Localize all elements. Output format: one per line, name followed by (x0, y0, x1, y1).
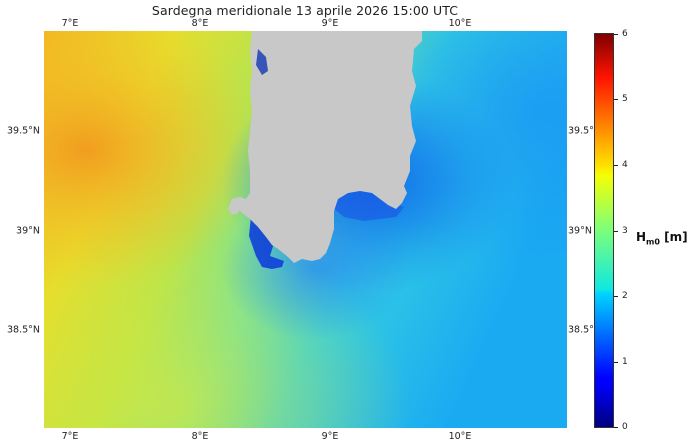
lat-tick-right-39: 39°N (568, 225, 592, 237)
map-title: Sardegna meridionale 13 aprile 2026 15:0… (151, 3, 459, 18)
colorbar-tick-2: 2 (622, 291, 628, 301)
colorbar-tick-1: 1 (622, 357, 628, 367)
lon-tick-top-10e: 10°E (448, 18, 472, 29)
lon-tick-bottom-8e: 8°E (191, 431, 209, 442)
colorbar-tick-4: 4 (622, 160, 628, 170)
colorbar-tick-mark (614, 99, 618, 100)
island-sw (228, 197, 242, 215)
lat-tick-left-39: 39°N (16, 225, 40, 237)
lon-tick-bottom-7e: 7°E (61, 431, 79, 442)
sardinia-land (234, 31, 422, 263)
bay-north (256, 49, 268, 75)
colorbar-tick-mark (614, 34, 618, 35)
colorbar-tick-mark (614, 231, 618, 232)
lon-tick-bottom-9e: 9°E (321, 431, 339, 442)
colorbar-label: Hm0 [m] (636, 230, 688, 246)
colorbar-gradient (595, 34, 613, 427)
wave-field-svg (44, 31, 567, 428)
colorbar-tick-mark (614, 296, 618, 297)
colorbar (594, 33, 614, 428)
colorbar-tick-mark (614, 362, 618, 363)
lon-tick-top-7e: 7°E (61, 18, 79, 29)
colorbar-label-sub: m0 (646, 237, 660, 247)
colorbar-label-main: H (636, 230, 647, 244)
lat-tick-left-38-5: 38.5°N (6, 324, 40, 336)
lon-tick-bottom-10e: 10°E (448, 431, 472, 442)
lon-tick-top-8e: 8°E (191, 18, 209, 29)
lat-tick-right-39-5: 39.5° (568, 125, 594, 137)
colorbar-label-unit: [m] (659, 230, 688, 244)
lat-tick-left-39-5: 39.5°N (6, 125, 40, 137)
colorbar-tick-5: 5 (622, 94, 628, 104)
colorbar-tick-mark (614, 427, 618, 428)
lat-tick-right-38-5: 38.5° (568, 324, 594, 336)
colorbar-tick-mark (614, 165, 618, 166)
colorbar-tick-6: 6 (622, 29, 628, 39)
colorbar-tick-3: 3 (622, 226, 628, 236)
colorbar-tick-0: 0 (622, 422, 628, 432)
wave-height-map (44, 31, 567, 428)
lon-tick-top-9e: 9°E (321, 18, 339, 29)
